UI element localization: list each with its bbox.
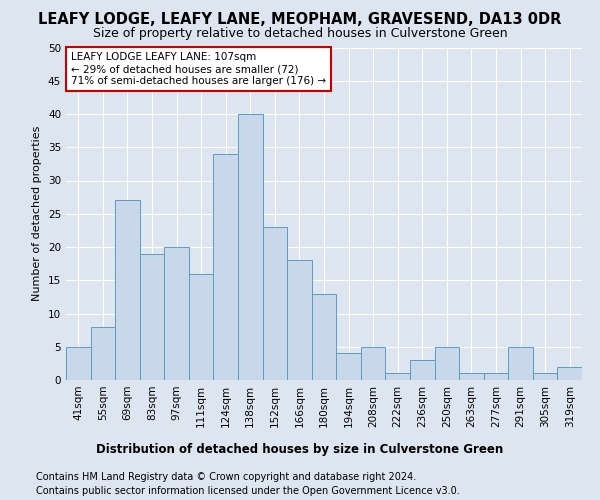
Bar bbox=[361, 347, 385, 380]
Bar bbox=[508, 347, 533, 380]
Bar bbox=[410, 360, 434, 380]
Text: Size of property relative to detached houses in Culverstone Green: Size of property relative to detached ho… bbox=[92, 28, 508, 40]
Bar bbox=[312, 294, 336, 380]
Bar bbox=[189, 274, 214, 380]
Bar bbox=[91, 327, 115, 380]
Bar bbox=[336, 354, 361, 380]
Bar bbox=[385, 374, 410, 380]
Y-axis label: Number of detached properties: Number of detached properties bbox=[32, 126, 43, 302]
Bar bbox=[557, 366, 582, 380]
Bar bbox=[164, 247, 189, 380]
Text: Contains public sector information licensed under the Open Government Licence v3: Contains public sector information licen… bbox=[36, 486, 460, 496]
Text: Distribution of detached houses by size in Culverstone Green: Distribution of detached houses by size … bbox=[97, 442, 503, 456]
Bar bbox=[459, 374, 484, 380]
Bar bbox=[140, 254, 164, 380]
Bar bbox=[533, 374, 557, 380]
Text: Contains HM Land Registry data © Crown copyright and database right 2024.: Contains HM Land Registry data © Crown c… bbox=[36, 472, 416, 482]
Bar bbox=[287, 260, 312, 380]
Text: LEAFY LODGE, LEAFY LANE, MEOPHAM, GRAVESEND, DA13 0DR: LEAFY LODGE, LEAFY LANE, MEOPHAM, GRAVES… bbox=[38, 12, 562, 28]
Bar bbox=[238, 114, 263, 380]
Bar bbox=[263, 227, 287, 380]
Text: LEAFY LODGE LEAFY LANE: 107sqm
← 29% of detached houses are smaller (72)
71% of : LEAFY LODGE LEAFY LANE: 107sqm ← 29% of … bbox=[71, 52, 326, 86]
Bar bbox=[115, 200, 140, 380]
Bar bbox=[484, 374, 508, 380]
Title: LEAFY LODGE, LEAFY LANE, MEOPHAM, GRAVESEND, DA13 0DR
Size of property relative : LEAFY LODGE, LEAFY LANE, MEOPHAM, GRAVES… bbox=[0, 499, 1, 500]
Bar bbox=[434, 347, 459, 380]
Bar bbox=[66, 347, 91, 380]
Bar bbox=[214, 154, 238, 380]
